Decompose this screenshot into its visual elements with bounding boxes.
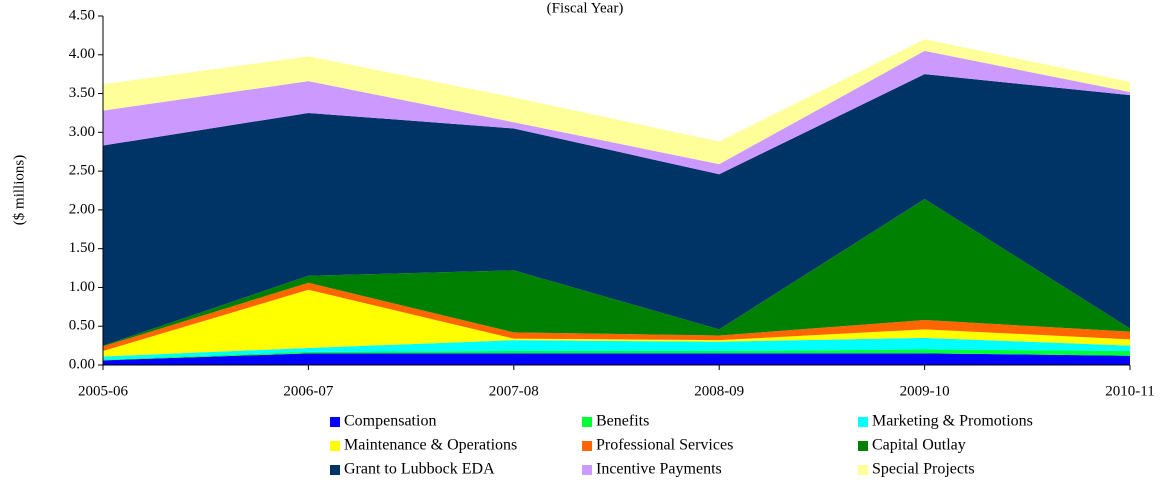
legend-swatch xyxy=(858,441,868,451)
area xyxy=(103,337,1130,360)
legend-swatch xyxy=(582,417,592,427)
y-tick-label: 4.00 xyxy=(69,46,95,62)
x-tick-label: 2008-09 xyxy=(694,383,744,399)
legend-text: Benefits xyxy=(596,413,649,430)
area xyxy=(103,349,1130,361)
legend-swatch xyxy=(330,441,340,451)
legend-text: Special Projects xyxy=(872,461,975,478)
area xyxy=(103,39,1130,165)
x-tick-label: 2009-10 xyxy=(900,383,950,399)
legend-text: Marketing & Promotions xyxy=(872,413,1033,430)
y-tick-label: 2.50 xyxy=(69,163,95,179)
legend-swatch xyxy=(858,417,868,427)
y-tick-label: 0.50 xyxy=(69,318,95,334)
legend-swatch xyxy=(858,465,868,475)
x-tick-label: 2005-06 xyxy=(78,383,128,399)
area xyxy=(103,282,1130,352)
legend-text: Professional Services xyxy=(596,437,733,454)
legend-swatch xyxy=(330,417,340,427)
legend-swatch xyxy=(330,465,340,475)
area xyxy=(103,353,1130,365)
legend-text: Capital Outlay xyxy=(872,437,966,454)
chart-subtitle: (Fiscal Year) xyxy=(547,0,624,16)
y-tick-label: 4.50 xyxy=(69,7,95,23)
y-tick-label: 3.50 xyxy=(69,85,95,101)
legend-text: Incentive Payments xyxy=(596,461,722,478)
y-tick-label: 2.00 xyxy=(69,201,95,217)
legend-text: Compensation xyxy=(344,413,436,430)
legend-text: Grant to Lubbock EDA xyxy=(344,461,495,478)
area xyxy=(103,50,1130,175)
x-tick-label: 2007-08 xyxy=(489,383,539,399)
y-tick-label: 3.00 xyxy=(69,124,95,140)
legend-swatch xyxy=(582,441,592,451)
area xyxy=(103,199,1130,347)
legend-text: Maintenance & Operations xyxy=(344,437,517,454)
x-tick-label: 2006-07 xyxy=(283,383,333,399)
area xyxy=(103,74,1130,346)
y-tick-label: 1.00 xyxy=(69,279,95,295)
y-tick-label: 1.50 xyxy=(69,240,95,256)
area xyxy=(103,289,1130,357)
y-tick-label: 0.00 xyxy=(69,356,95,372)
y-axis-label: ($ millions) xyxy=(11,155,27,225)
legend-swatch xyxy=(582,465,592,475)
x-tick-label: 2010-11 xyxy=(1105,383,1154,399)
